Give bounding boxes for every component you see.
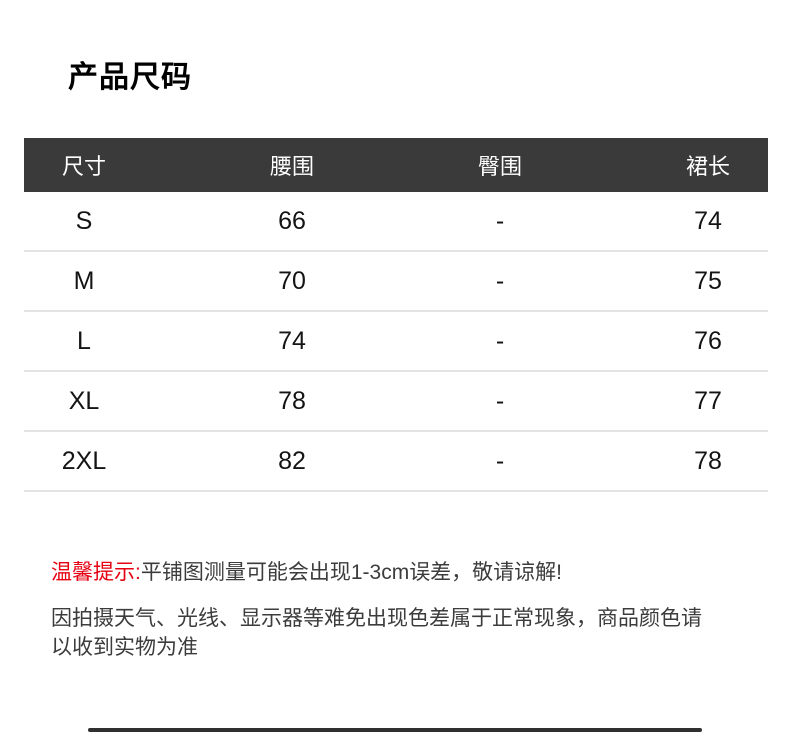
color-disclaimer-text: 因拍摄天气、光线、显示器等难免出现色差属于正常现象，商品颜色请以收到实物为准 bbox=[51, 607, 702, 659]
waist-value: 74 bbox=[278, 326, 306, 355]
size-table-header: 尺寸 腰围 臀围 裙长 bbox=[24, 138, 768, 192]
column-header-length: 裙长 bbox=[685, 154, 730, 179]
waist-value: 82 bbox=[278, 446, 306, 475]
length-value: 75 bbox=[694, 266, 722, 295]
size-table: 尺寸 腰围 臀围 裙长 S 66 - 74 M 70 - 75 L 74 - 7… bbox=[24, 138, 768, 492]
table-row: M 70 - 75 bbox=[24, 252, 768, 312]
column-header-waist: 腰围 bbox=[269, 154, 314, 179]
column-header-hip: 臀围 bbox=[477, 154, 522, 179]
table-row: 2XL 82 - 78 bbox=[24, 432, 768, 492]
hip-value: - bbox=[495, 266, 505, 295]
length-value: 76 bbox=[694, 326, 722, 355]
length-value: 74 bbox=[694, 206, 722, 235]
warm-tip-label: 温馨提示: bbox=[51, 561, 141, 584]
column-header-size: 尺寸 bbox=[61, 154, 106, 179]
size-value: S bbox=[75, 206, 93, 235]
table-row: S 66 - 74 bbox=[24, 192, 768, 252]
hip-value: - bbox=[495, 386, 505, 415]
size-value: L bbox=[77, 326, 91, 355]
hip-value: - bbox=[495, 206, 505, 235]
length-value: 77 bbox=[694, 386, 722, 415]
size-value: XL bbox=[68, 386, 100, 415]
hip-value: - bbox=[495, 326, 505, 355]
waist-value: 78 bbox=[278, 386, 306, 415]
page-title: 产品尺码 bbox=[68, 61, 192, 94]
waist-value: 66 bbox=[278, 206, 306, 235]
size-value: 2XL bbox=[61, 446, 107, 475]
warm-tip-text: 平铺图测量可能会出现1-3cm误差，敬请谅解! bbox=[140, 561, 563, 584]
hip-value: - bbox=[495, 446, 505, 475]
length-value: 78 bbox=[694, 446, 722, 475]
table-row: L 74 - 76 bbox=[24, 312, 768, 372]
footer-divider-bar bbox=[88, 728, 702, 732]
table-row: XL 78 - 77 bbox=[24, 372, 768, 432]
size-value: M bbox=[73, 266, 95, 295]
warm-tip-line: 温馨提示:平铺图测量可能会出现1-3cm误差，敬请谅解! bbox=[51, 556, 562, 586]
waist-value: 70 bbox=[278, 266, 306, 295]
